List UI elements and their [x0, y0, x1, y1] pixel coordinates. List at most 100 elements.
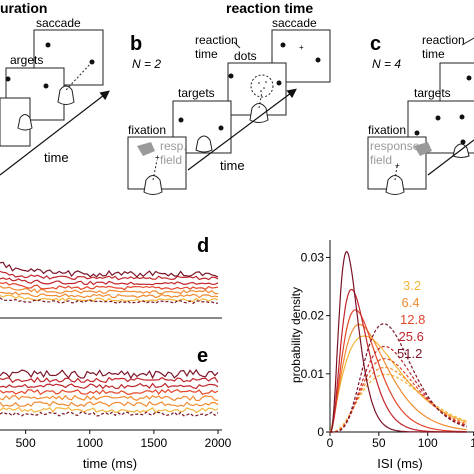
label-saccade-b: saccade [272, 16, 317, 30]
monkey-head-icon [249, 103, 269, 123]
label-response-c: response [370, 139, 420, 153]
y-tick-label: 0 [317, 425, 324, 439]
monkey-head-icon [57, 85, 75, 105]
x-axis-label-de: time (ms) [83, 456, 137, 471]
target-dot [315, 57, 321, 63]
monkey-head-icon [17, 114, 33, 131]
monkey-head-icon [195, 135, 213, 153]
time-arrow [0, 90, 110, 176]
panel-c: c N = 4 reaction time targets fixation r… [367, 33, 474, 195]
rate-trace [0, 294, 219, 303]
reaction-marker [233, 41, 241, 49]
isi-curve [329, 309, 467, 433]
target-dot [178, 117, 184, 123]
n-label-c: N = 4 [372, 57, 401, 71]
heading-duration: uration [0, 0, 47, 16]
x-tick-label: 2000 [205, 436, 232, 450]
panel-letter-b: b [130, 33, 142, 55]
rate-trace [0, 277, 219, 286]
y-tick-label: 0.02 [301, 309, 325, 323]
rate-trace [0, 297, 219, 305]
label-time-b: time [220, 158, 245, 173]
label-rt-time-b: time [195, 47, 218, 61]
x-ticks-f: 0 50 100 1 [327, 432, 474, 450]
target-dot [460, 139, 466, 145]
legend-entry: 3.2 [403, 278, 421, 293]
time-arrow [187, 88, 297, 171]
fixation-cross: + [155, 153, 160, 162]
x-tick-label: 100 [418, 436, 438, 450]
isi-curve [330, 323, 467, 433]
monkey-head-icon [143, 175, 163, 195]
panel-f: probability density 0 0.01 0.02 0.03 0 50 100… [289, 240, 474, 471]
label-targets: argets [10, 53, 43, 67]
rate-trace [0, 270, 219, 281]
rate-trace [0, 291, 219, 299]
dot-aperture [250, 74, 274, 98]
target-dot [276, 80, 282, 86]
x-axis-label-f: ISI (ms) [377, 456, 423, 471]
isi-curve [329, 250, 467, 433]
target-dot [459, 114, 465, 120]
rate-trace [0, 382, 219, 390]
rate-trace [0, 406, 219, 414]
gaze-line [152, 159, 158, 181]
label-fixation-b: fixation [128, 123, 166, 137]
label-dots-b: dots [234, 49, 257, 63]
rate-trace [0, 368, 219, 380]
legend-entry: 25.6 [399, 329, 424, 344]
isi-curve [330, 373, 468, 433]
motion-dot [258, 82, 260, 84]
label-targets-c: targets [414, 86, 451, 100]
y-tick-label: 0.03 [301, 250, 325, 264]
rate-trace [0, 400, 219, 408]
motion-dot [260, 90, 262, 92]
panel-a: saccade argets time [0, 16, 110, 176]
label-field-b: field [160, 153, 182, 167]
reaction-marker [461, 37, 474, 46]
x-tick-label: 1 [470, 436, 474, 450]
response-field-patch [137, 142, 155, 156]
target-dot [228, 73, 234, 79]
legend-entry: 12.8 [400, 312, 425, 327]
time-arrow [427, 139, 474, 176]
isi-curve [329, 323, 467, 433]
target-dot [45, 42, 51, 48]
isi-curve [330, 345, 467, 433]
label-rt-time-c: time [422, 47, 445, 61]
x-tick-label: 1500 [141, 436, 168, 450]
target-dot [435, 115, 441, 121]
panel-b: b N = 2 saccade + reaction time dots tar… [127, 16, 331, 195]
fixation-cross: + [395, 161, 400, 170]
y-axis-label-f: probability density [289, 287, 303, 383]
motion-dot [263, 87, 265, 89]
panel-letter-d: d [197, 235, 209, 257]
label-targets-b: targets [178, 86, 215, 100]
x-ticks-de: 500 1000 1500 2000 [16, 430, 232, 450]
legend-entry: 6.4 [402, 295, 420, 310]
heading-reaction-time: reaction time [226, 0, 313, 16]
isi-curves [329, 250, 468, 433]
rate-trace [0, 411, 219, 417]
rate-trace [0, 261, 219, 278]
rate-trace [0, 394, 219, 402]
target-dot [5, 76, 11, 82]
response-field-patch [414, 142, 432, 156]
legend-entry: 51.2 [397, 346, 422, 361]
x-tick-label: 50 [372, 436, 386, 450]
panel-letter-e: e [197, 345, 208, 367]
isi-curve [329, 335, 467, 433]
isi-curve [330, 366, 467, 433]
rate-trace [0, 281, 219, 291]
label-field-c: field [370, 153, 392, 167]
gaze-line [258, 91, 263, 109]
motion-dot [265, 81, 267, 83]
target-dot [466, 75, 472, 81]
rate-trace [0, 285, 218, 295]
n-label-b: N = 2 [132, 57, 161, 71]
label-time: time [44, 150, 69, 165]
target-dot [218, 125, 224, 131]
monkey-head-icon [385, 175, 405, 195]
label-reaction-c: reaction [422, 33, 465, 47]
